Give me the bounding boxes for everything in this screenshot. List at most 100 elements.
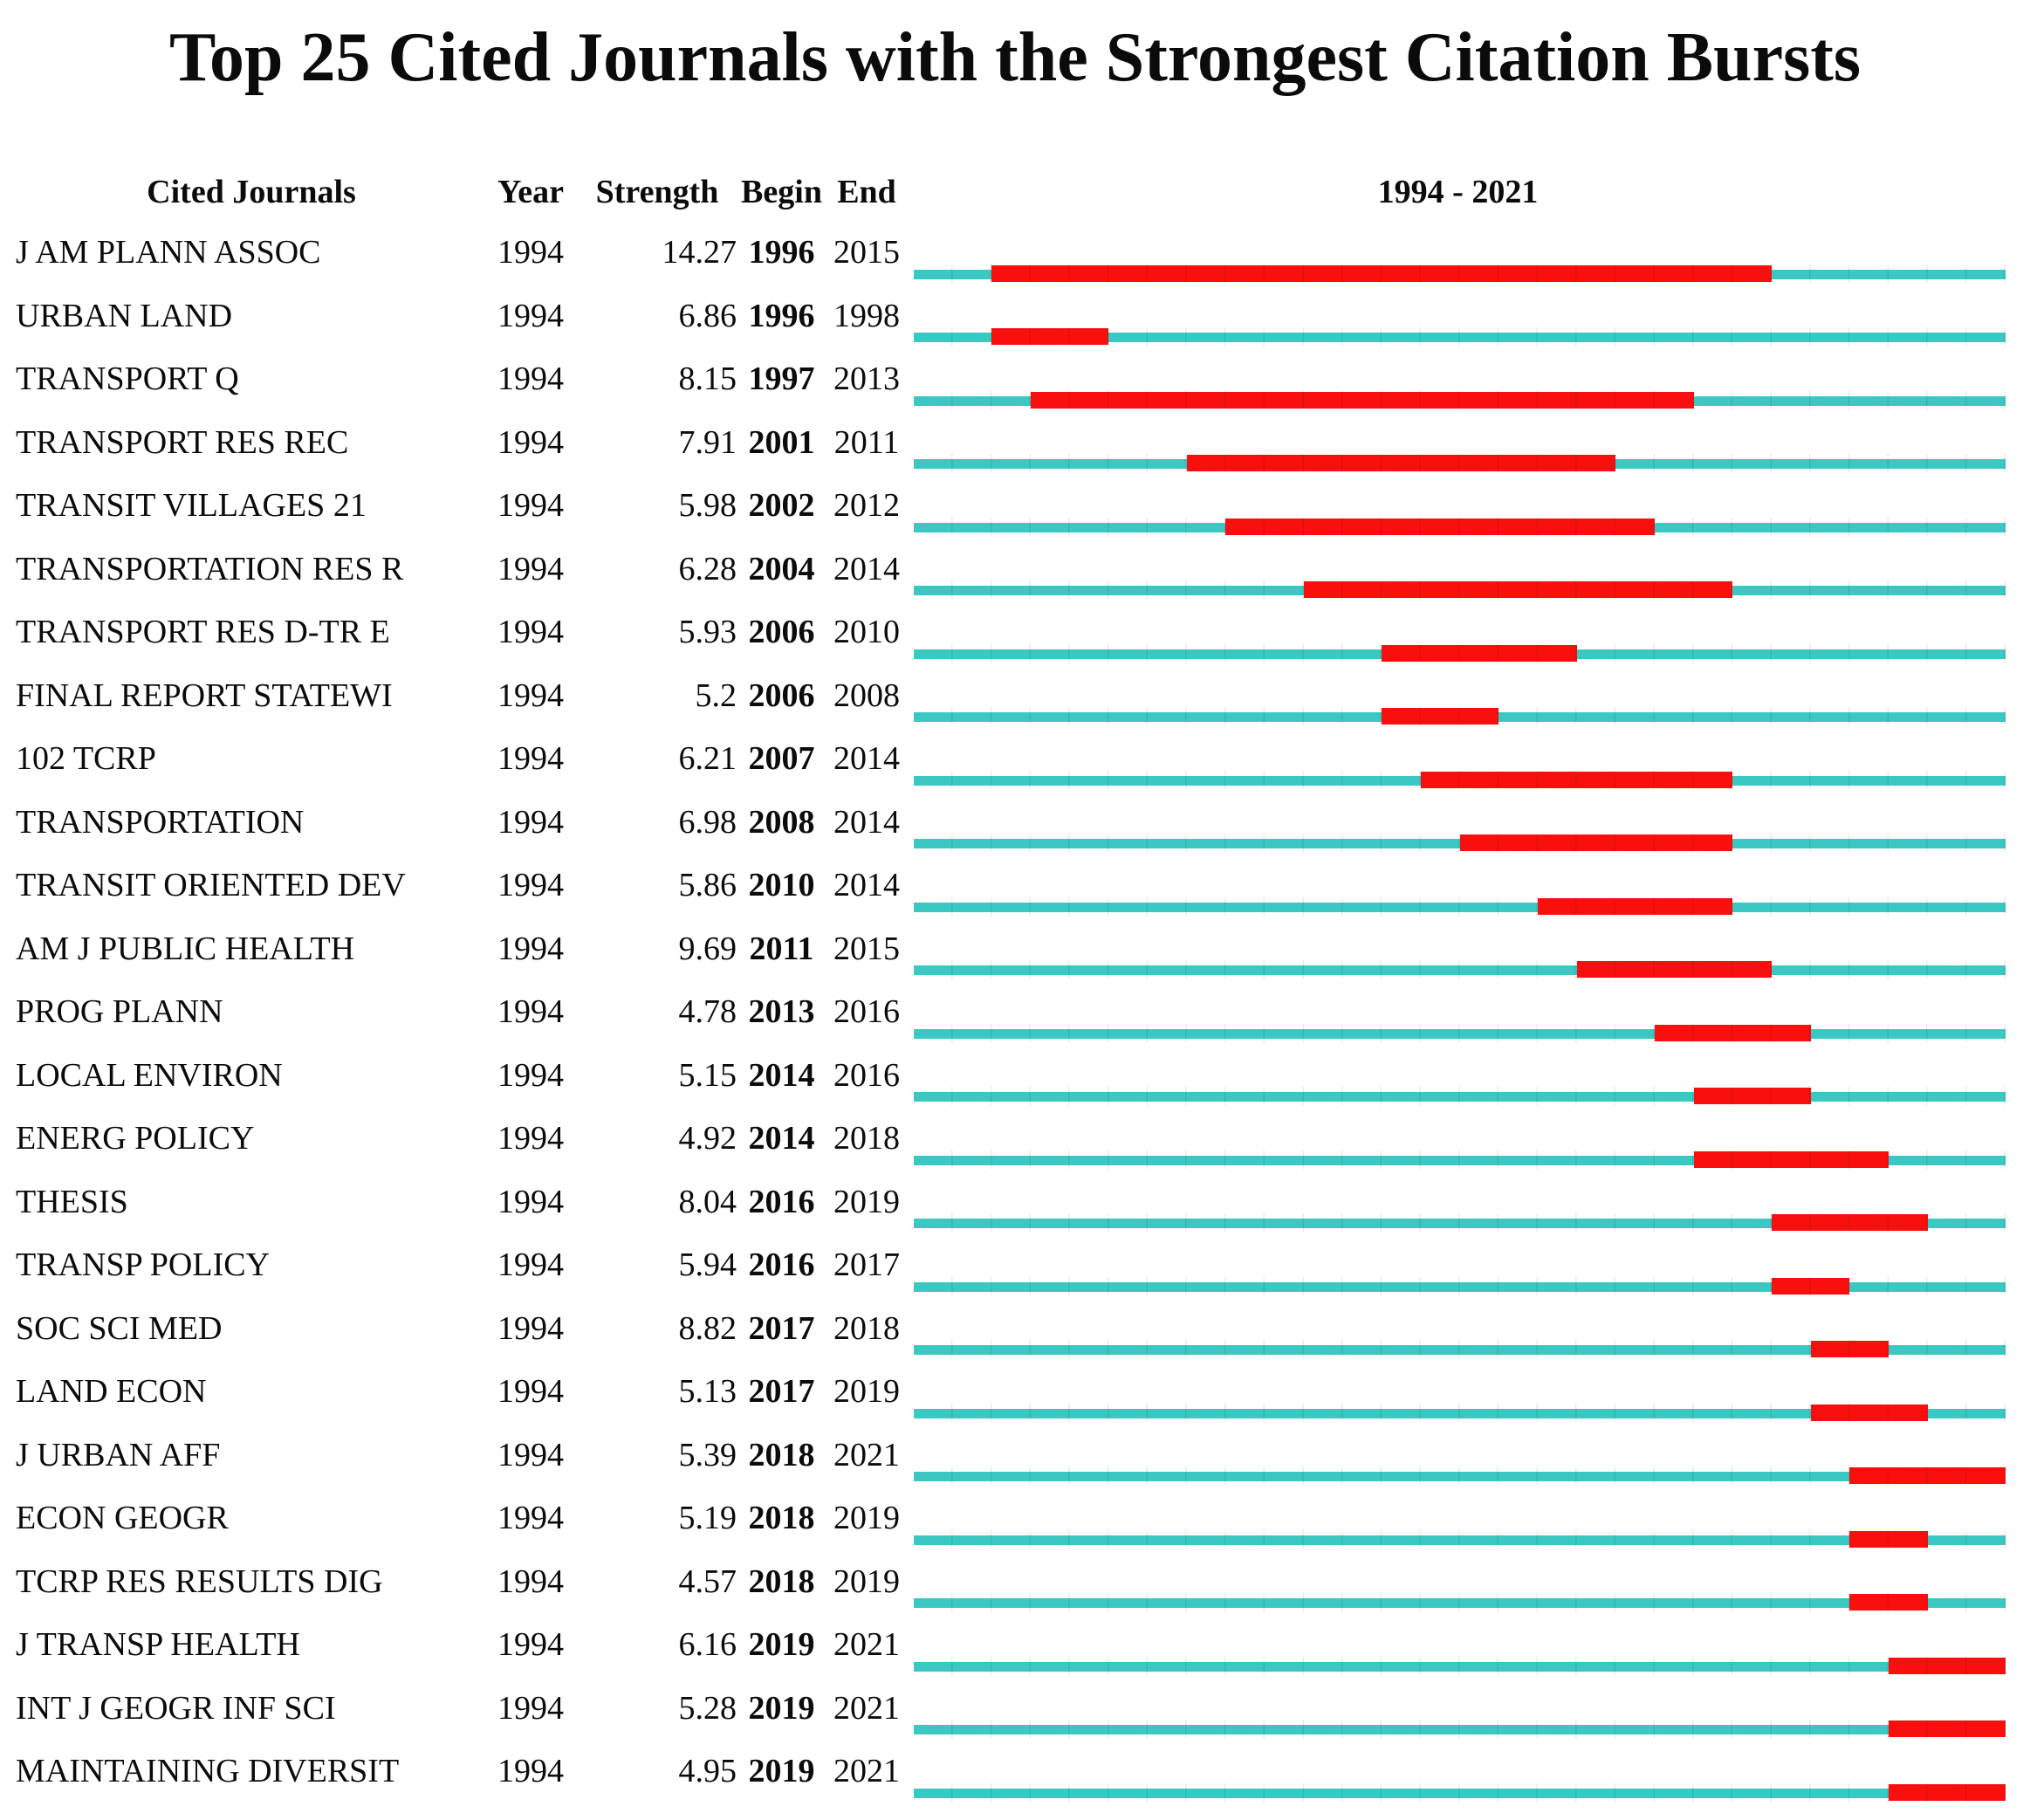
journal-name: TRANSPORT RES D-TR E: [16, 614, 390, 651]
journal-row: TRANSPORTATION 1994 6.98 2008 2014: [0, 791, 2030, 855]
burst-bar: [1849, 1594, 1928, 1611]
journal-row: TCRP RES RESULTS DIG 1994 4.57 2018 2019: [0, 1550, 2030, 1614]
burst-bar: [1225, 518, 1655, 535]
burst-bar: [1186, 455, 1616, 471]
end-value: 2019: [833, 1183, 900, 1220]
strength-value: 5.19: [678, 1500, 737, 1537]
journal-row: TRANSPORTATION RES R 1994 6.28 2004 2014: [0, 538, 2030, 601]
year-value: 1994: [497, 930, 564, 967]
journal-name: J URBAN AFF: [16, 1436, 221, 1473]
burst-bar: [991, 328, 1109, 345]
timeline: [910, 1297, 2006, 1361]
year-value: 1994: [497, 1247, 564, 1284]
year-value: 1994: [497, 614, 564, 651]
journal-row: INT J GEOGR INF SCI 1994 5.28 2019 2021: [0, 1677, 2030, 1741]
year-value: 1994: [497, 740, 564, 778]
begin-value: 2014: [748, 1120, 815, 1157]
timeline-baseline: [914, 1150, 2006, 1168]
begin-value: 2007: [748, 740, 815, 778]
strength-value: 5.86: [678, 867, 737, 904]
begin-value: 2010: [748, 867, 815, 904]
journal-name: J AM PLANN ASSOC: [16, 234, 321, 271]
journal-row: FINAL REPORT STATEWI 1994 5.2 2006 2008: [0, 664, 2030, 728]
journal-name: TRANSPORT Q: [16, 361, 239, 398]
begin-value: 2016: [748, 1247, 815, 1284]
journal-row: PROG PLANN 1994 4.78 2013 2016: [0, 980, 2030, 1044]
timeline: [910, 917, 2006, 981]
end-value: 2014: [833, 550, 900, 587]
timeline-baseline: [914, 1467, 2006, 1484]
journal-row: TRANSIT ORIENTED DEV 1994 5.86 2010 2014: [0, 854, 2030, 917]
burst-bar: [1382, 644, 1577, 662]
journal-name: SOC SCI MED: [16, 1309, 223, 1347]
timeline: [910, 1550, 2006, 1614]
end-value: 2013: [833, 361, 900, 398]
journal-name: FINAL REPORT STATEWI: [16, 676, 393, 714]
timeline-baseline: [914, 771, 2006, 788]
strength-value: 9.69: [678, 930, 737, 967]
year-value: 1994: [497, 867, 564, 904]
journal-name: TRANSPORTATION: [16, 803, 305, 841]
begin-value: 2001: [748, 423, 815, 461]
table-header: Cited Journals Year Strength Begin End 1…: [0, 168, 2030, 216]
timeline: [910, 221, 2006, 285]
timeline-baseline: [914, 1783, 2006, 1801]
end-value: 2021: [833, 1689, 900, 1727]
timeline-baseline: [914, 644, 2006, 662]
timeline: [910, 791, 2006, 855]
year-value: 1994: [497, 550, 564, 587]
timeline-baseline: [914, 1594, 2006, 1611]
end-value: 2014: [833, 867, 900, 904]
year-value: 1994: [497, 1120, 564, 1157]
strength-value: 6.86: [678, 297, 737, 334]
journal-name: TRANSIT ORIENTED DEV: [16, 867, 406, 904]
strength-value: 4.95: [678, 1753, 737, 1790]
timeline-baseline: [914, 264, 2006, 282]
timeline: [910, 1107, 2006, 1171]
year-value: 1994: [497, 1183, 564, 1220]
year-value: 1994: [497, 487, 564, 525]
begin-value: 2018: [748, 1500, 815, 1537]
begin-value: 2019: [748, 1689, 815, 1727]
timeline: [910, 1424, 2006, 1487]
strength-value: 4.57: [678, 1562, 737, 1600]
timeline: [910, 727, 2006, 791]
burst-bar: [1888, 1783, 2006, 1801]
timeline: [910, 538, 2006, 601]
timeline: [910, 1360, 2006, 1424]
timeline: [910, 664, 2006, 728]
burst-bar: [1459, 834, 1733, 851]
end-value: 2018: [833, 1309, 900, 1347]
journal-row: SOC SCI MED 1994 8.82 2017 2018: [0, 1297, 2030, 1361]
begin-value: 2014: [748, 1056, 815, 1094]
year-value: 1994: [497, 803, 564, 841]
timeline-baseline: [914, 1720, 2006, 1737]
journal-name: AM J PUBLIC HEALTH: [16, 930, 355, 967]
burst-bar: [991, 264, 1772, 282]
end-value: 2015: [833, 930, 900, 967]
journal-name: MAINTAINING DIVERSIT: [16, 1753, 400, 1790]
timeline-baseline: [914, 391, 2006, 409]
column-header-strength: Strength: [595, 174, 719, 210]
burst-bar: [1031, 391, 1694, 409]
strength-value: 5.93: [678, 614, 737, 651]
column-header-end: End: [837, 174, 896, 210]
strength-value: 8.15: [678, 361, 737, 398]
table-rows: J AM PLANN ASSOC 1994 14.27 1996 2015 UR…: [0, 221, 2030, 1803]
journal-name: INT J GEOGR INF SCI: [16, 1689, 336, 1727]
timeline-baseline: [914, 455, 2006, 471]
end-value: 2014: [833, 740, 900, 778]
begin-value: 1996: [748, 297, 815, 334]
timeline-baseline: [914, 1530, 2006, 1548]
journal-row: AM J PUBLIC HEALTH 1994 9.69 2011 2015: [0, 917, 2030, 981]
journal-name: ECON GEOGR: [16, 1500, 229, 1537]
burst-bar: [1576, 961, 1772, 978]
begin-value: 2018: [748, 1436, 815, 1473]
journal-row: TRANSIT VILLAGES 21 1994 5.98 2002 2012: [0, 474, 2030, 538]
journal-row: ECON GEOGR 1994 5.19 2018 2019: [0, 1487, 2030, 1550]
journal-row: TRANSPORT RES D-TR E 1994 5.93 2006 2010: [0, 601, 2030, 664]
journal-row: TRANSP POLICY 1994 5.94 2016 2017: [0, 1233, 2030, 1297]
timeline-baseline: [914, 518, 2006, 535]
column-header-cited-journals: Cited Journals: [147, 174, 356, 210]
strength-value: 5.98: [678, 487, 737, 525]
